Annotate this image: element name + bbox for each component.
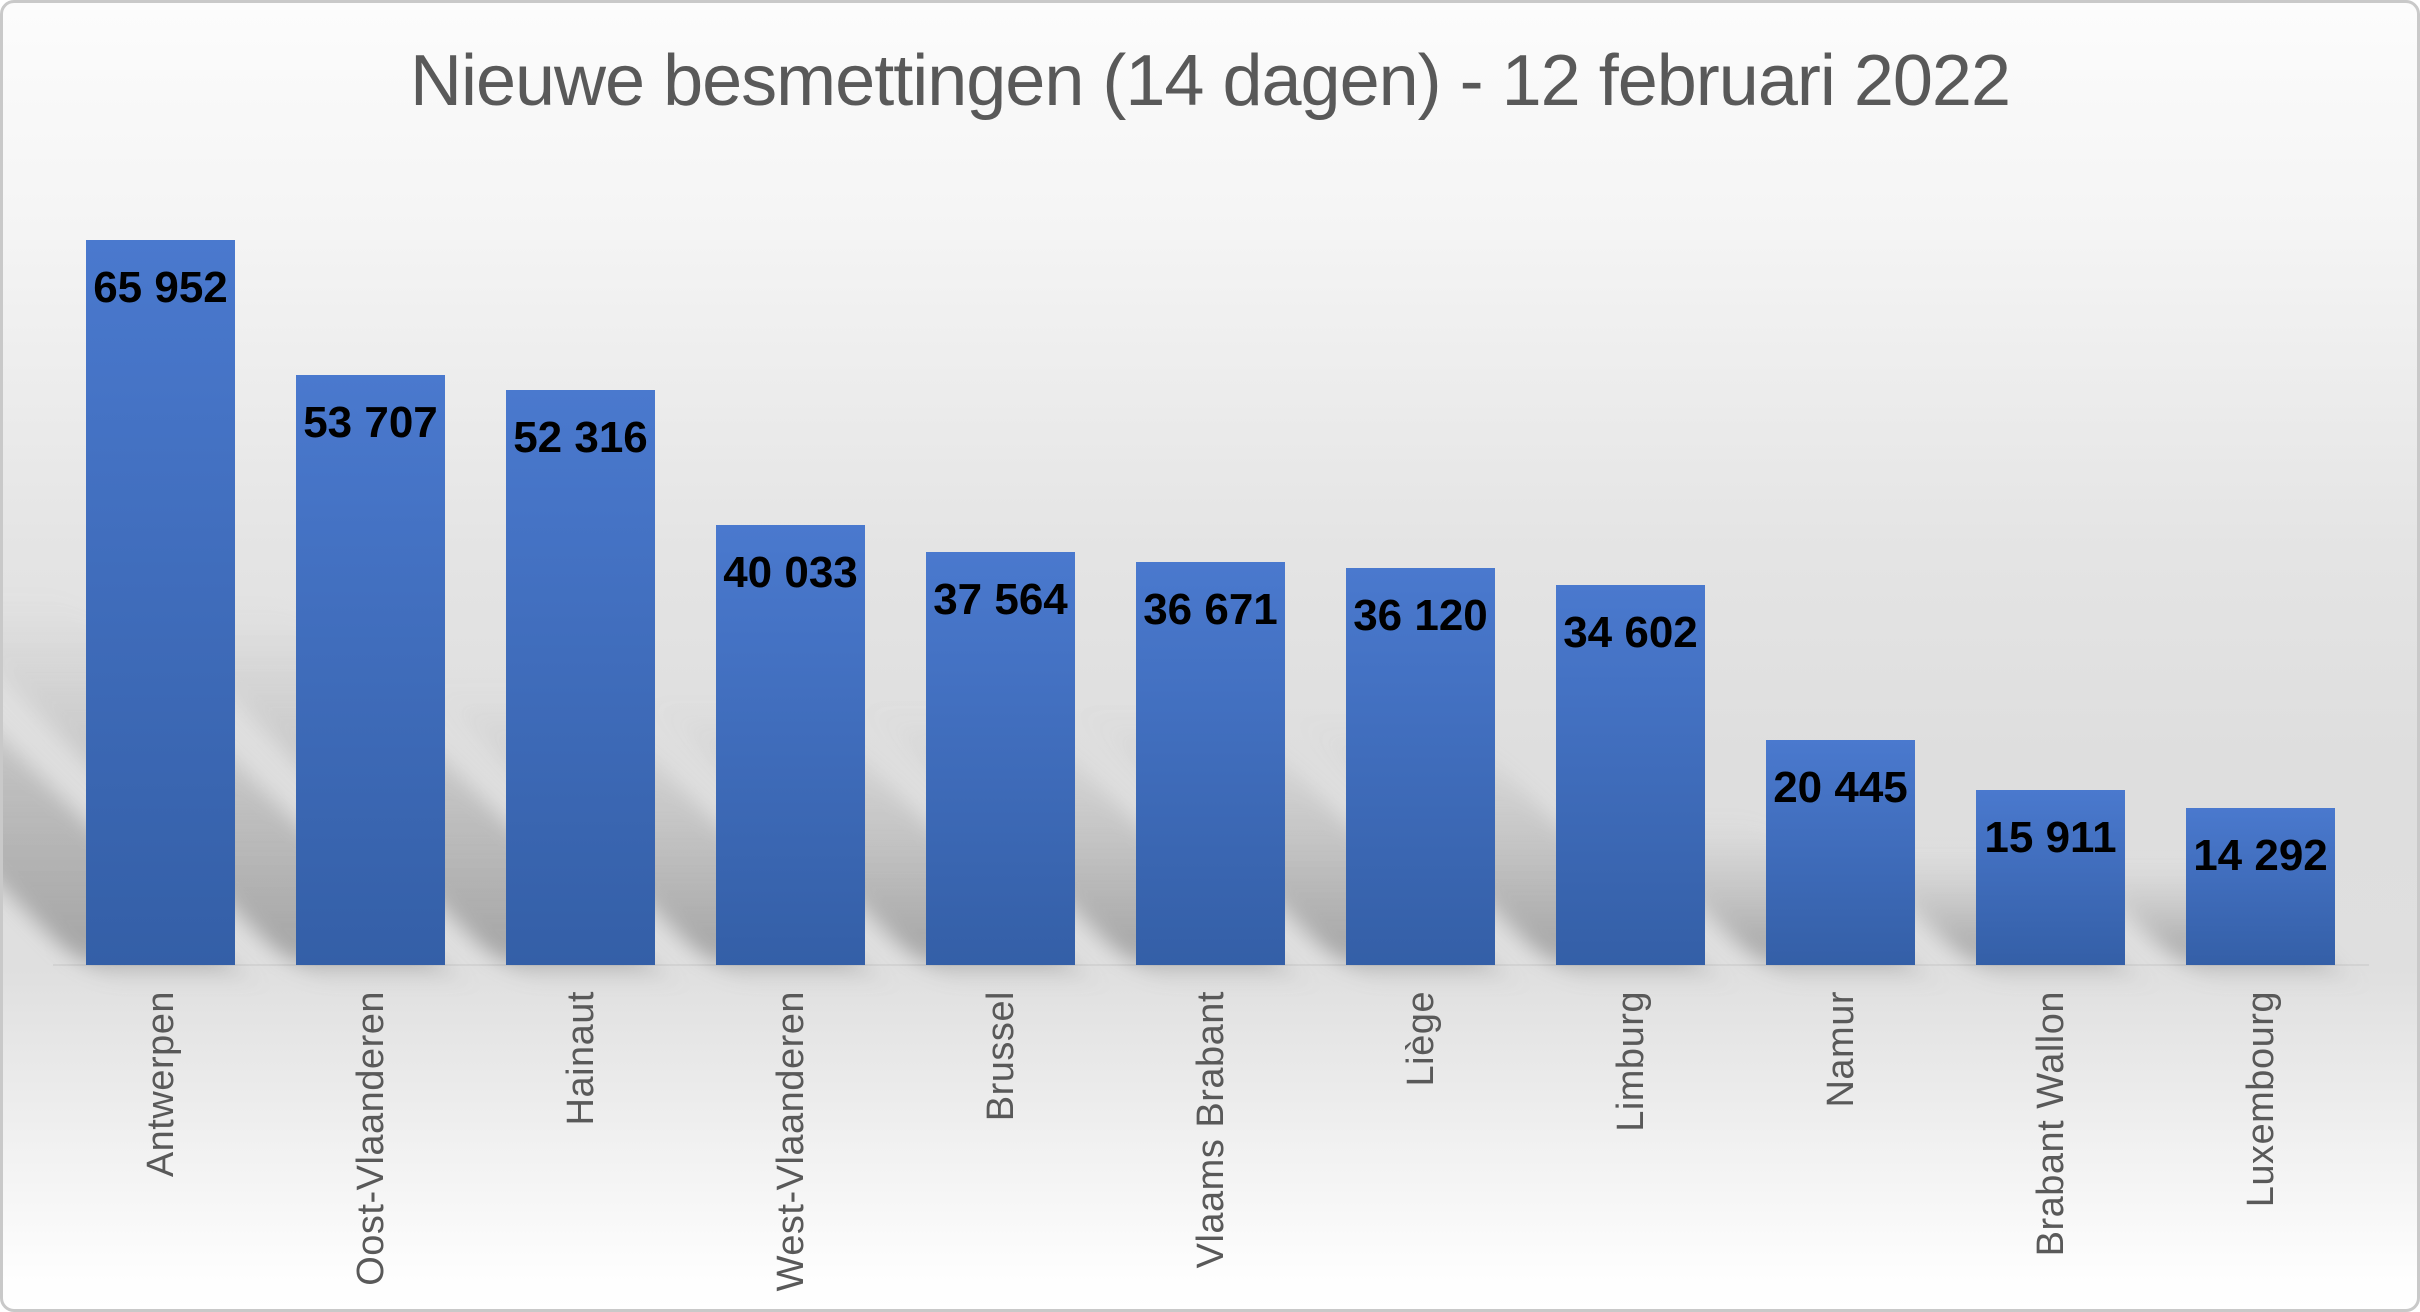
bar [296,375,445,965]
bar [506,390,655,965]
category-label: Brabant Wallon [2030,991,2072,1257]
category-label: Liège [1400,991,1442,1087]
category-label: Antwerpen [140,991,182,1178]
plot-area: 65 952 Antwerpen 53 707 Oost-Vlaanderen 52 3… [3,3,2417,1309]
category-label: Luxembourg [2240,991,2282,1208]
bar-value-label: 65 952 [93,263,228,312]
x-axis-baseline [53,964,2369,966]
category-label: Oost-Vlaanderen [350,991,392,1286]
category-label: Limburg [1610,991,1652,1132]
bar-value-label: 34 602 [1563,608,1698,657]
category-label: Hainaut [560,991,602,1126]
chart-title: Nieuwe besmettingen (14 dagen) - 12 febr… [409,41,2011,121]
bar-value-label: 52 316 [513,413,648,462]
bar [1976,790,2125,965]
bar-value-label: 40 033 [723,548,858,597]
bar-value-label: 15 911 [1984,813,2117,862]
category-label: Vlaams Brabant [1190,991,1232,1269]
bar-value-label: 37 564 [933,575,1068,624]
bar [2186,808,2335,965]
bar [86,240,235,965]
bar-value-label: 53 707 [303,398,438,447]
category-label: West-Vlaanderen [770,991,812,1292]
bar [1136,562,1285,965]
bar-value-label: 14 292 [2193,831,2328,880]
bar [1346,568,1495,965]
category-label: Brussel [980,991,1022,1122]
bar [926,552,1075,965]
bar [1556,585,1705,965]
bar [1766,740,1915,965]
bar [716,525,865,965]
bar-value-label: 36 120 [1353,591,1488,640]
category-label: Namur [1820,991,1862,1108]
bar-value-label: 20 445 [1773,763,1908,812]
bar-value-label: 36 671 [1143,585,1278,634]
